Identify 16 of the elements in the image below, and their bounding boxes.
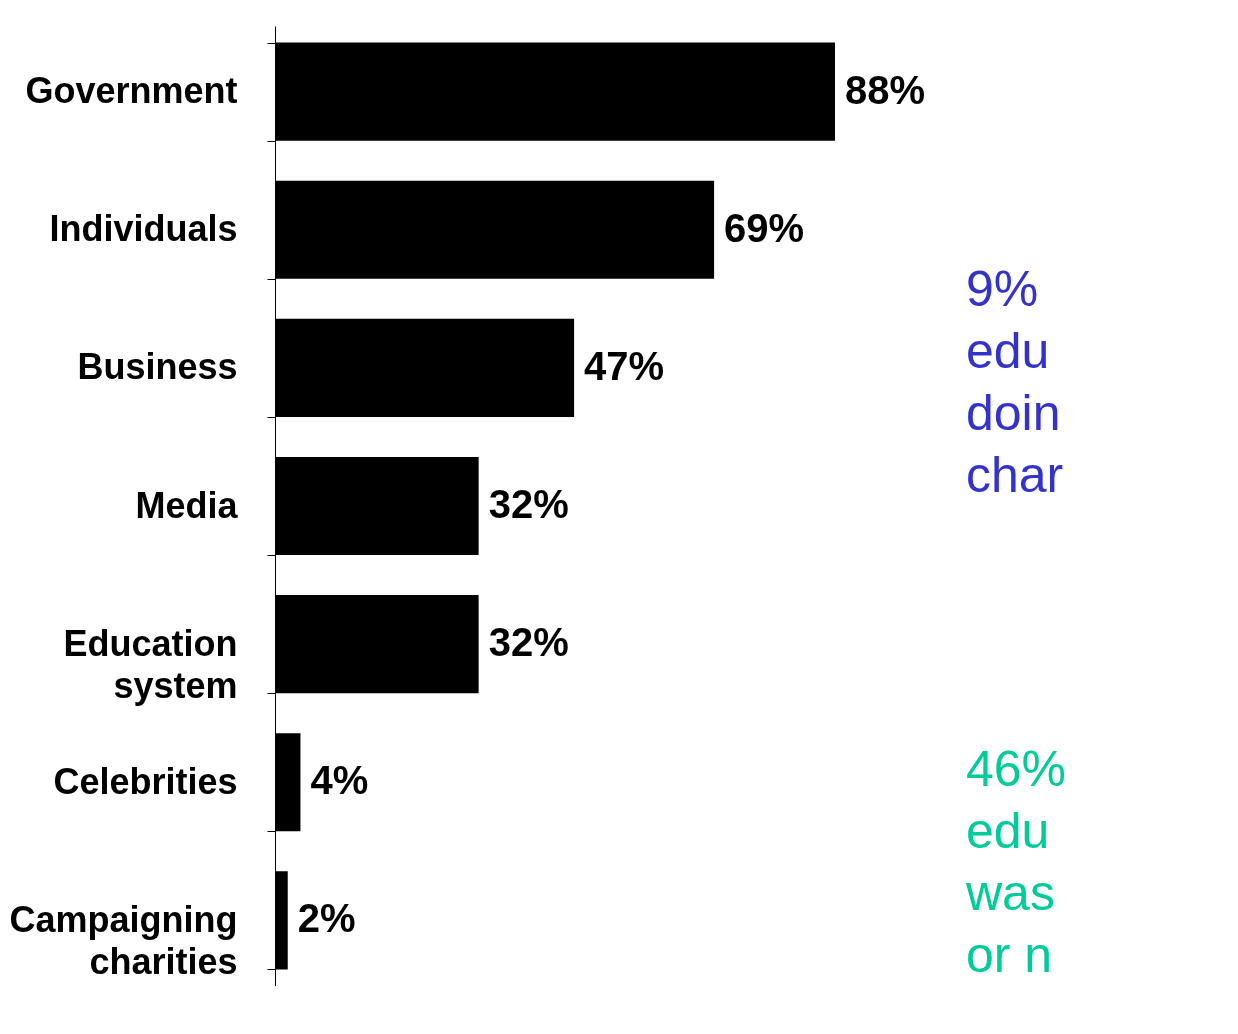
text: 9% edu doin char	[966, 261, 1064, 503]
data-label: 69%	[724, 205, 805, 250]
y-tick-label: Education system	[63, 622, 238, 706]
y-tick-label: Government	[25, 70, 238, 112]
y-tick-label: Individuals	[49, 208, 238, 250]
data-label: 32%	[488, 482, 569, 526]
y-tick-label: Campaigning charities	[9, 898, 238, 982]
data-label: 47%	[584, 343, 665, 388]
y-tick-label: Celebrities	[53, 760, 238, 802]
y-tick-label: Business	[77, 346, 238, 388]
text: 46% edu was or n	[965, 741, 1067, 983]
y-tick-label: Media	[135, 484, 239, 526]
data-label: 32%	[488, 620, 569, 665]
data-label: 2%	[297, 896, 356, 941]
data-label: 4%	[310, 758, 369, 803]
data-label: 88%	[845, 67, 926, 112]
